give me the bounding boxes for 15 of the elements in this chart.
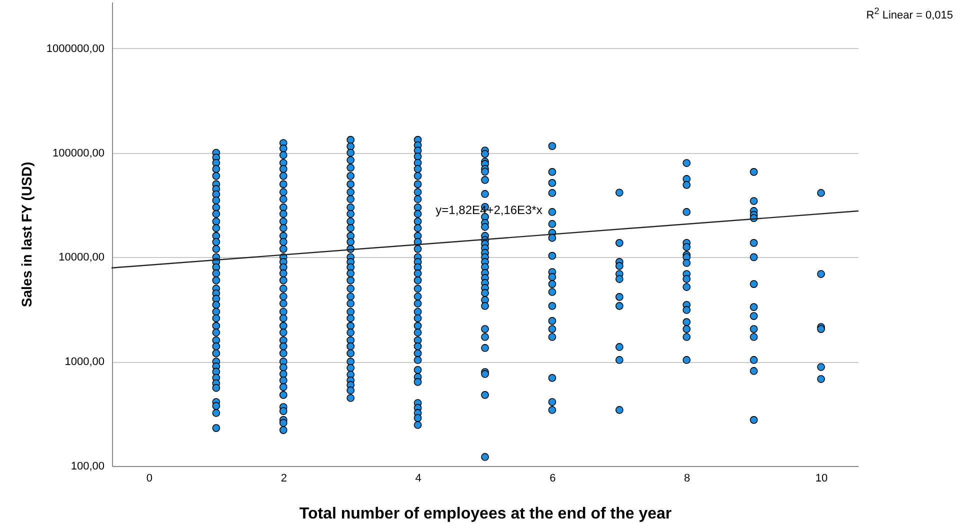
text: R$^{2}$ Linear = 0,015 [866,6,953,22]
y-tick-label: 1000,00 [64,356,104,368]
y-tick-label: 10000,00 [58,252,104,264]
annotation: y=1,82E4+2,16E3*x [436,203,542,218]
x-tick-label: 6 [550,472,556,484]
y-axis-title: Sales in last FY (USD) [18,162,34,308]
y-tick-label: 100,00 [70,460,104,472]
x-tick-label: 10 [815,472,828,484]
y-tick-label: 100000,00 [52,147,104,160]
x-tick-label: 0 [146,472,153,484]
x-tick-label: 4 [415,472,422,484]
x-axis-title: Total number of employees at the end of the year [299,506,672,522]
y-tick-label: 1000000,00 [46,42,104,55]
x-tick-label: 2 [280,472,287,484]
x-tick-label: 8 [684,472,690,484]
